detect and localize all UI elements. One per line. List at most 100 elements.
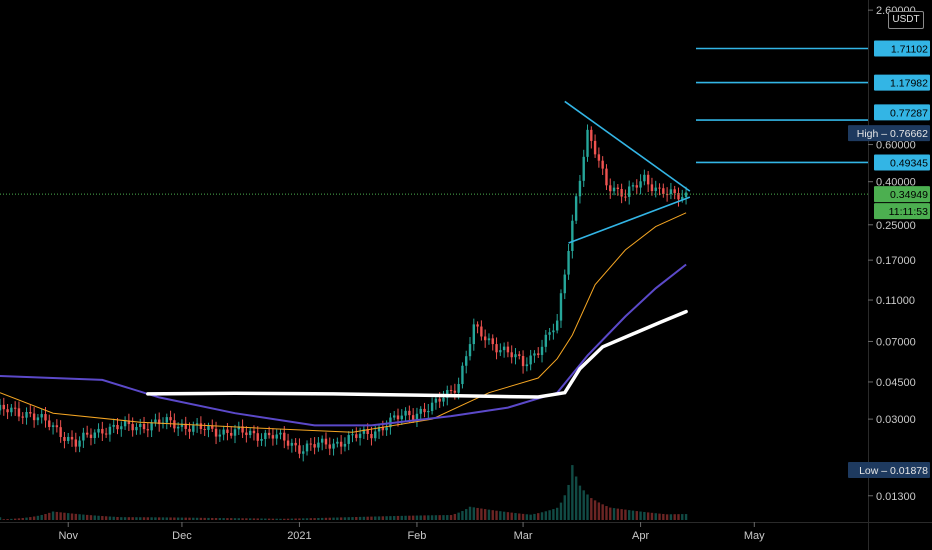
candle-body bbox=[13, 407, 17, 409]
volume-bar bbox=[684, 514, 688, 520]
candle-body bbox=[142, 423, 146, 430]
low-badge: Low – 0.01878 bbox=[848, 462, 930, 478]
trendlines[interactable] bbox=[564, 100, 691, 244]
candle-body bbox=[279, 432, 282, 435]
volume-bar bbox=[635, 511, 638, 520]
volume-bar bbox=[525, 514, 529, 520]
candle-body bbox=[465, 356, 468, 366]
candle-body bbox=[93, 432, 96, 439]
candle-body bbox=[347, 435, 350, 444]
candle-body bbox=[673, 189, 676, 194]
volume-bar bbox=[404, 515, 407, 520]
candle-body bbox=[78, 440, 81, 447]
time-axis[interactable]: Nov Dec 2021 Feb Mar Apr May bbox=[58, 522, 765, 542]
candle-body bbox=[343, 443, 347, 447]
horizontal-levels[interactable] bbox=[696, 47, 868, 164]
volume-bar bbox=[355, 517, 358, 520]
candle-body bbox=[302, 451, 305, 454]
countdown-badge-value: 11:11:53 bbox=[889, 206, 928, 218]
candle-body bbox=[218, 434, 222, 437]
volume-bar bbox=[36, 515, 40, 520]
candle-body bbox=[32, 413, 36, 421]
candle-body bbox=[82, 432, 85, 441]
volume-bar bbox=[351, 517, 354, 520]
volume-bar bbox=[529, 514, 532, 520]
candle-body bbox=[567, 250, 570, 275]
volume-bar bbox=[411, 515, 415, 520]
candle-body bbox=[339, 441, 343, 447]
volume-bar bbox=[438, 515, 441, 520]
countdown-badge: 11:11:53 bbox=[874, 203, 930, 220]
volume-bar bbox=[609, 507, 612, 520]
volume-bar bbox=[654, 513, 657, 520]
candle-body bbox=[55, 425, 59, 428]
volume-bar bbox=[48, 512, 51, 520]
volume-bar bbox=[669, 514, 673, 520]
candle-body bbox=[393, 415, 396, 418]
candle-body bbox=[571, 220, 574, 251]
candle-body bbox=[442, 397, 445, 402]
volume-bar bbox=[544, 511, 548, 520]
volume-bar bbox=[241, 518, 244, 520]
candle-body bbox=[21, 416, 24, 418]
volume-bar bbox=[597, 502, 601, 520]
price-tick-label: 0.03000 bbox=[876, 414, 916, 426]
candle-body bbox=[237, 426, 240, 430]
volume-bar bbox=[533, 513, 536, 520]
high-badge: High – 0.76662 bbox=[848, 125, 930, 142]
volume-bar bbox=[230, 518, 233, 520]
last-price-badge: 0.34949 bbox=[874, 186, 930, 203]
volume-bar bbox=[29, 517, 32, 520]
volume-bar bbox=[267, 518, 271, 520]
volume-bar bbox=[97, 515, 100, 520]
candle-body bbox=[537, 353, 540, 355]
price-tick-label: 0.60000 bbox=[876, 140, 916, 152]
volume-bar bbox=[85, 514, 89, 520]
volume-bar bbox=[370, 516, 373, 520]
ema-orange-line bbox=[0, 212, 687, 433]
last-price-badge-bg bbox=[874, 186, 930, 203]
candle-body bbox=[245, 432, 248, 436]
price-tick-label: 0.04500 bbox=[876, 377, 916, 389]
triangle-upper-trendline[interactable] bbox=[564, 100, 691, 192]
volume-bar bbox=[324, 517, 328, 520]
candle-body bbox=[480, 326, 483, 337]
volume-bar bbox=[408, 515, 411, 520]
volume-bar bbox=[127, 517, 131, 520]
currency-label[interactable]: USDT bbox=[888, 11, 924, 29]
candle-body bbox=[646, 174, 650, 185]
candle-body bbox=[85, 432, 89, 435]
triangle-lower-trendline[interactable] bbox=[568, 196, 691, 244]
volume-bar bbox=[10, 518, 13, 520]
volume-bar bbox=[514, 513, 517, 520]
candle-body bbox=[510, 352, 513, 358]
candle-body bbox=[264, 432, 267, 440]
candle-body bbox=[283, 432, 286, 441]
candle-body bbox=[336, 441, 339, 444]
volume-bar bbox=[385, 516, 388, 520]
volume-bar bbox=[142, 517, 146, 520]
volume-bar bbox=[104, 516, 108, 520]
volume-bar bbox=[40, 514, 43, 520]
volume-bar bbox=[620, 509, 623, 520]
candle-body bbox=[620, 188, 623, 197]
volume-bar bbox=[552, 509, 555, 520]
candle-body bbox=[601, 160, 604, 169]
level-badge-1-bg bbox=[874, 40, 930, 57]
volume-bar bbox=[123, 517, 127, 520]
candle-body bbox=[184, 423, 187, 429]
price-tick-label: 0.17000 bbox=[876, 255, 916, 267]
volume-bars bbox=[0, 465, 688, 520]
price-tick-label: 0.40000 bbox=[876, 177, 916, 189]
level-badge-2: 1.17982 bbox=[874, 74, 930, 91]
candle-body bbox=[146, 429, 150, 431]
time-tick-label: Dec bbox=[172, 530, 192, 542]
candle-body bbox=[44, 414, 47, 421]
candle-body bbox=[328, 444, 331, 449]
volume-bar bbox=[628, 510, 631, 520]
candle-body bbox=[199, 423, 203, 430]
volume-bar bbox=[309, 518, 313, 520]
candle-body bbox=[362, 429, 366, 434]
candle-body bbox=[499, 350, 502, 353]
